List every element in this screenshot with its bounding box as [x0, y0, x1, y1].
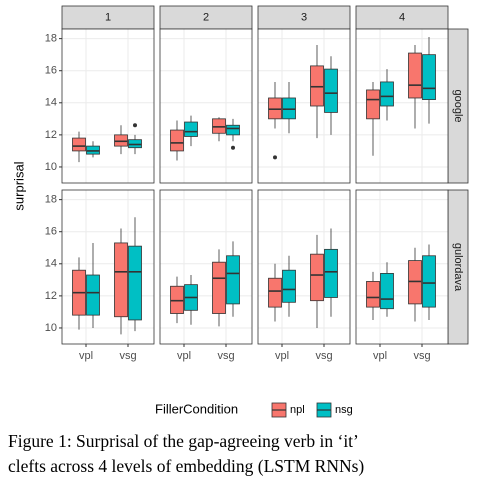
box: [380, 273, 394, 310]
box: [86, 145, 100, 155]
x-tick-label: vsg: [315, 350, 332, 362]
panel-border: [355, 28, 449, 184]
facet-label: 4: [399, 11, 405, 23]
box: [408, 52, 422, 99]
panel-border: [61, 189, 155, 345]
x-tick-label: vpl: [79, 350, 93, 362]
y-tick-label: 14: [45, 258, 57, 270]
y-axis-label: surprisal: [11, 161, 26, 210]
legend-label: nsg: [335, 404, 353, 416]
y-tick-label: 14: [45, 97, 57, 109]
panel-border: [257, 28, 351, 184]
box: [170, 129, 184, 152]
facet-label: 1: [105, 11, 111, 23]
x-tick-label: vpl: [177, 350, 191, 362]
panel-border: [159, 28, 253, 184]
y-tick-label: 12: [45, 129, 57, 141]
panel-border: [159, 189, 253, 345]
box: [212, 261, 226, 314]
box: [114, 134, 128, 147]
box: [310, 253, 324, 302]
outlier: [273, 155, 277, 160]
box: [310, 65, 324, 107]
box: [212, 118, 226, 134]
y-tick-label: 10: [45, 322, 57, 334]
box: [170, 285, 184, 314]
y-tick-label: 16: [45, 226, 57, 238]
panel-border: [257, 189, 351, 345]
panel: [62, 29, 154, 183]
box: [282, 97, 296, 120]
caption-line: clefts across 4 levels of embedding (LST…: [8, 456, 364, 476]
legend-title: FillerCondition: [155, 401, 238, 416]
box: [268, 277, 282, 308]
x-tick-label: vsg: [119, 350, 136, 362]
box: [422, 255, 436, 308]
y-tick-label: 12: [45, 290, 57, 302]
y-tick-label: 18: [45, 194, 57, 206]
box: [226, 124, 240, 136]
box: [324, 248, 338, 298]
x-tick-label: vpl: [373, 350, 387, 362]
box: [114, 242, 128, 318]
panel: [160, 29, 252, 183]
x-tick-label: vsg: [413, 350, 430, 362]
y-tick-label: 18: [45, 33, 57, 45]
outlier: [231, 145, 235, 150]
box: [422, 54, 436, 100]
panel-border: [355, 189, 449, 345]
legend-label: npl: [290, 404, 305, 416]
box: [366, 89, 380, 120]
facet-label: gulordava: [452, 243, 464, 292]
y-tick-label: 10: [45, 161, 57, 173]
x-tick-label: vpl: [275, 350, 289, 362]
box: [324, 68, 338, 113]
caption-line: Figure 1: Surprisal of the gap-agreeing …: [8, 431, 359, 451]
panel-border: [61, 28, 155, 184]
facet-label: 2: [203, 11, 209, 23]
outlier: [133, 123, 137, 128]
box: [366, 281, 380, 308]
facet-label: google: [452, 89, 464, 122]
x-tick-label: vsg: [217, 350, 234, 362]
y-tick-label: 16: [45, 65, 57, 77]
box: [268, 97, 282, 120]
box: [380, 81, 394, 107]
box: [226, 255, 240, 305]
box: [184, 121, 198, 137]
facet-label: 3: [301, 11, 307, 23]
box: [72, 137, 86, 152]
box: [282, 269, 296, 303]
box: [86, 274, 100, 316]
box: [408, 260, 422, 305]
box: [128, 139, 142, 149]
box: [128, 245, 142, 321]
